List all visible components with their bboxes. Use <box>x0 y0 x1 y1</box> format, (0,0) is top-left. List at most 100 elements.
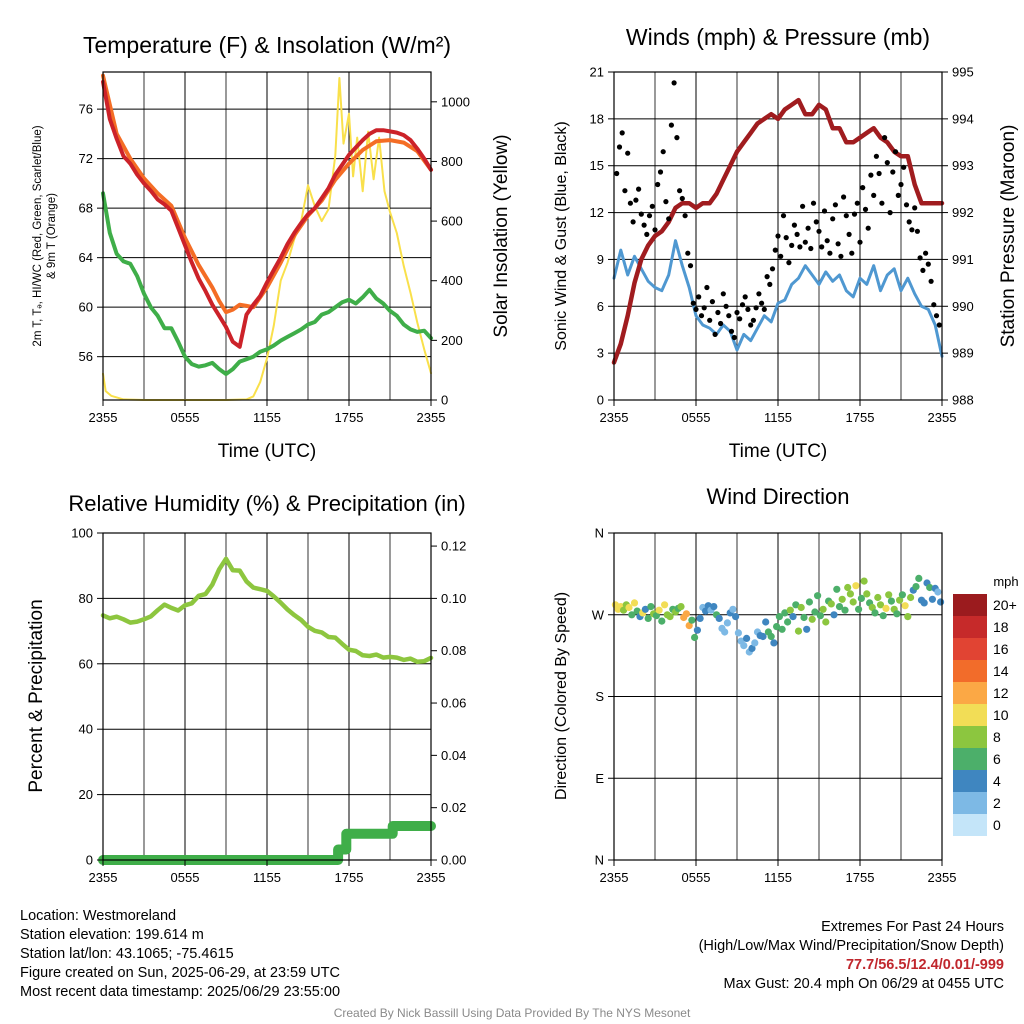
rh-y2tick-label: 0.06 <box>441 696 466 711</box>
dir-ylabel: Direction (Colored By Speed) <box>553 592 570 800</box>
wind-ytick-label: 0 <box>597 393 604 408</box>
gust-point <box>917 255 923 261</box>
gust-point <box>636 186 642 192</box>
wind-y2tick-label: 988 <box>952 393 974 408</box>
gust-point <box>767 281 773 287</box>
gust-point <box>619 130 625 136</box>
direction-point <box>887 597 896 605</box>
direction-point <box>860 577 868 585</box>
direction-point <box>740 642 748 650</box>
direction-point <box>748 644 756 653</box>
direction-point <box>775 613 784 621</box>
gust-point <box>800 203 806 209</box>
direction-point <box>770 639 778 647</box>
rh-ylabel: Percent & Precipitation <box>26 599 47 792</box>
direction-point <box>811 608 819 616</box>
direction-point <box>863 590 871 598</box>
direction-point <box>841 606 849 614</box>
colorbar-swatch <box>953 704 987 726</box>
direction-point <box>805 598 814 606</box>
direction-point <box>855 605 863 613</box>
dir-xtick-label: 1755 <box>846 870 875 885</box>
gust-point <box>903 202 910 208</box>
gust-point <box>895 192 901 198</box>
direction-point <box>794 627 803 635</box>
rh-y2tick-label: 0.02 <box>441 800 466 815</box>
gust-point <box>616 144 623 150</box>
wind-ytick-label: 15 <box>590 158 604 173</box>
gust-point <box>838 253 844 259</box>
gust-point <box>884 160 890 166</box>
direction-point <box>852 582 860 590</box>
gust-point <box>704 284 710 291</box>
extremes-values: 77.7/56.5/12.4/0.01/-999 <box>845 957 1004 973</box>
wind-ytick-label: 21 <box>590 65 604 80</box>
extremes-title: Extremes For Past 24 Hours <box>821 919 1004 935</box>
direction-point <box>641 605 650 613</box>
direction-point <box>808 615 816 623</box>
direction-point <box>915 574 923 583</box>
gust-point <box>646 213 653 219</box>
gust-point <box>701 305 707 311</box>
direction-point <box>759 632 767 641</box>
rh-xtick-label: 1155 <box>253 870 281 885</box>
rh-ytick-label: 40 <box>79 722 93 737</box>
gust-point <box>854 200 860 206</box>
gust-point <box>909 227 915 233</box>
temperature-series <box>101 79 433 349</box>
direction-point <box>630 599 639 607</box>
gust-point <box>649 203 655 209</box>
direction-point <box>734 629 743 637</box>
direction-point <box>833 585 841 593</box>
wind-y2tick-label: 990 <box>952 299 974 314</box>
temp-ytick-label: 76 <box>79 102 93 117</box>
rh-y2tick-label: 0.08 <box>441 643 466 658</box>
gust-point <box>728 328 735 334</box>
temp-y2tick-label: 800 <box>441 154 463 169</box>
direction-point <box>876 601 885 609</box>
wind-xtick-label: 1155 <box>764 410 792 425</box>
temp-y2tick-label: 600 <box>441 214 463 229</box>
gust-point <box>857 239 863 245</box>
gust-point <box>715 309 721 316</box>
direction-point <box>702 607 710 615</box>
direction-point <box>682 610 691 618</box>
gust-point <box>887 210 893 216</box>
gust-point <box>720 291 726 297</box>
rh-y2tick-label: 0.10 <box>441 591 466 606</box>
wind-xtick-label: 1755 <box>846 410 875 425</box>
gust-point <box>778 253 784 259</box>
gust-point <box>816 228 822 234</box>
colorbar-swatch <box>953 638 987 660</box>
direction-point <box>620 606 628 614</box>
gust-point <box>876 170 882 177</box>
direction-point <box>846 590 855 598</box>
colorbar-swatch <box>953 814 987 836</box>
gust-point <box>679 195 685 202</box>
gust-point <box>614 170 620 177</box>
credit-text: Created By Nick Bassill Using Data Provi… <box>333 1006 691 1020</box>
temp-ytick-label: 64 <box>79 250 93 265</box>
gust-point <box>862 206 869 212</box>
gust-point <box>660 149 666 155</box>
colorbar-swatch <box>953 726 987 748</box>
colorbar-label: 0 <box>993 817 1001 833</box>
temp-ytick-label: 56 <box>79 349 93 364</box>
gust-point <box>786 260 792 266</box>
direction-point <box>723 619 732 627</box>
direction-point <box>691 633 699 642</box>
rh-grid <box>103 533 431 860</box>
gust-point <box>712 331 718 337</box>
colorbar-label: 16 <box>993 641 1009 657</box>
gust-point <box>769 266 776 272</box>
gust-point <box>920 267 926 273</box>
gust-point <box>753 305 759 311</box>
gust-point <box>868 172 874 178</box>
direction-point <box>715 614 723 623</box>
gust-point <box>851 211 858 217</box>
gust-point <box>775 233 781 239</box>
direction-point <box>658 617 666 625</box>
temp-xtick-label: 0555 <box>171 410 200 425</box>
gust-point <box>633 197 639 203</box>
rh-xtick-label: 2355 <box>89 870 118 885</box>
